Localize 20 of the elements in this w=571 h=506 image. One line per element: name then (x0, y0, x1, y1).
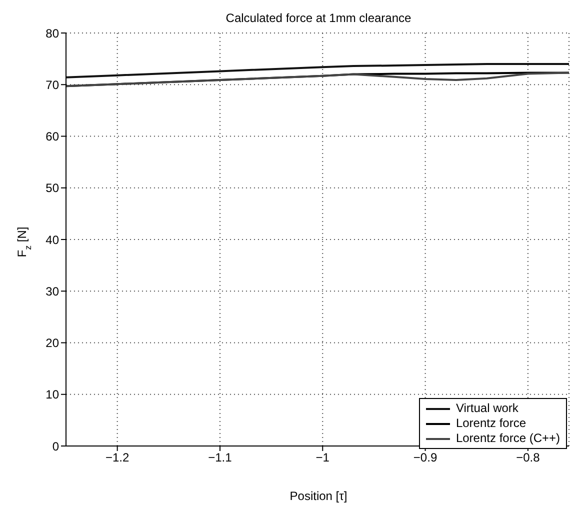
legend-label: Lorentz force (C++) (456, 431, 560, 446)
x-tick-label: −0.8 (516, 450, 540, 465)
chart-title: Calculated force at 1mm clearance (226, 11, 412, 25)
x-tick-label: −0.9 (413, 450, 438, 465)
y-tick-label: 20 (46, 336, 60, 350)
y-tick-label: 80 (46, 26, 60, 40)
y-tick-label: 60 (46, 130, 60, 144)
y-tick-label: 70 (46, 78, 60, 92)
y-tick-label: 50 (46, 181, 60, 196)
y-tick-label: 0 (52, 439, 60, 454)
y-tick-label: 40 (46, 232, 60, 247)
x-tick-label: −1 (316, 450, 330, 465)
x-tick-label: −1.1 (208, 450, 232, 465)
legend-label: Virtual work (456, 401, 518, 416)
x-tick-label: −1.2 (105, 450, 130, 465)
line-series (66, 62, 569, 78)
y-tick-label: 30 (46, 284, 60, 298)
y-tick-label: 10 (46, 388, 60, 402)
x-axis-title: Position [τ] (290, 489, 348, 503)
legend-label: Lorentz force (456, 416, 526, 431)
